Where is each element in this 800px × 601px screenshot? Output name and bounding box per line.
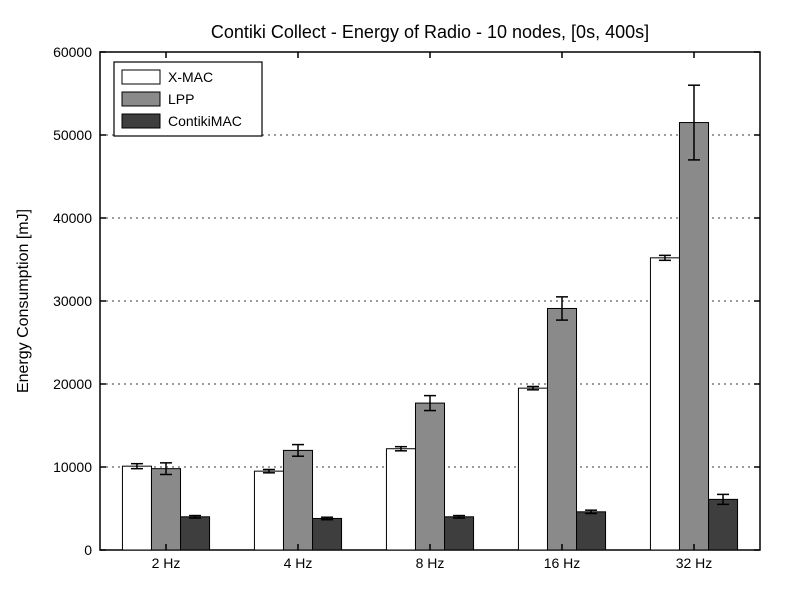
x-tick-label: 16 Hz [544,555,581,571]
bar-x-mac [386,449,415,550]
y-tick-label: 0 [84,542,92,558]
x-tick-label: 8 Hz [416,555,445,571]
bar-x-mac [518,388,547,550]
bar-contikimac [709,499,738,550]
bar-contikimac [313,518,342,550]
bar-contikimac [445,517,474,550]
legend-label: LPP [168,91,194,107]
bar-lpp [283,450,312,550]
y-tick-label: 50000 [53,127,92,143]
x-tick-label: 32 Hz [676,555,713,571]
chart-svg: 0 10000 20000 30000 40000 50000 60000 2 Hz 4 Hz 8… [0,0,800,601]
legend-swatch [122,114,160,128]
y-tick-label: 30000 [53,293,92,309]
x-tick-label: 4 Hz [284,555,313,571]
bar-x-mac [254,471,283,550]
legend-swatch [122,70,160,84]
y-tick-label: 20000 [53,376,92,392]
bar-contikimac [577,512,606,550]
bar-lpp [415,403,444,550]
bar-lpp [679,123,708,550]
bar-x-mac [122,466,151,550]
chart-container: 0 10000 20000 30000 40000 50000 60000 2 Hz 4 Hz 8… [0,0,800,601]
legend-swatch [122,92,160,106]
bar-contikimac [181,517,210,550]
y-tick-label: 10000 [53,459,92,475]
chart-title: Contiki Collect - Energy of Radio - 10 n… [211,22,649,42]
bar-lpp [547,308,576,550]
bar-x-mac [650,258,679,550]
legend-label: ContikiMAC [168,113,242,129]
x-tick-label: 2 Hz [152,555,181,571]
y-axis-label: Energy Consumption [mJ] [15,209,32,393]
bar-lpp [151,469,180,550]
legend-label: X-MAC [168,69,213,85]
y-tick-label: 60000 [53,44,92,60]
y-tick-label: 40000 [53,210,92,226]
